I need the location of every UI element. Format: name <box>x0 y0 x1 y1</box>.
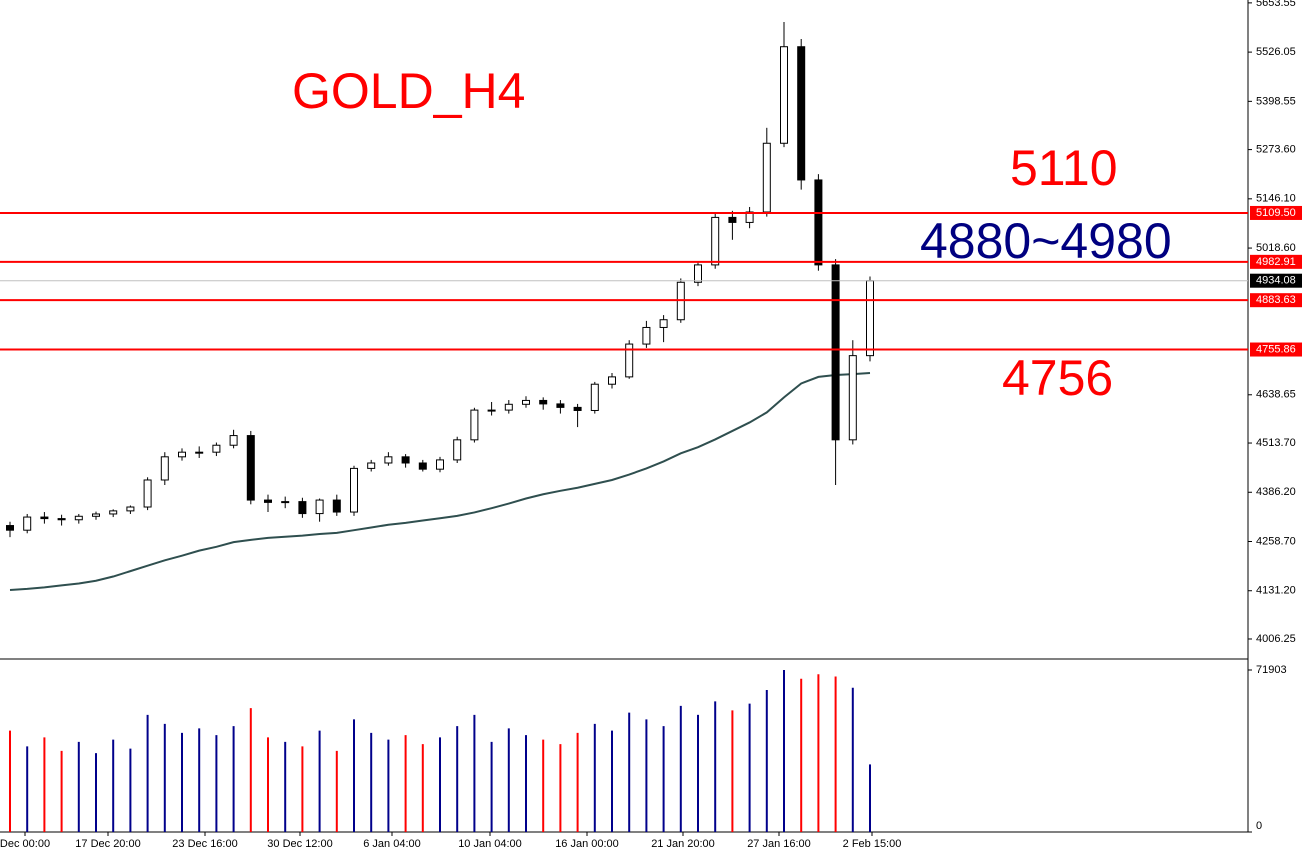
candle-body <box>178 451 186 458</box>
candle-body <box>453 439 462 461</box>
candle-body <box>504 403 513 411</box>
price-label: 5109.50 <box>1256 207 1296 219</box>
x-tick-label: 21 Jan 20:00 <box>651 838 715 850</box>
candle-body <box>23 516 32 531</box>
price-label: 4982.91 <box>1256 256 1296 268</box>
candle-body <box>590 383 599 411</box>
x-tick-label: 30 Dec 12:00 <box>267 838 332 850</box>
candle-body <box>625 343 634 378</box>
chart-title: GOLD_H4 <box>292 63 525 119</box>
candle-body <box>264 499 272 503</box>
annotation: 4756 <box>1002 350 1113 406</box>
candle-body <box>694 264 702 283</box>
candle-body <box>195 451 204 454</box>
y-tick-label: 4638.65 <box>1256 389 1296 401</box>
annotation: 5110 <box>1010 140 1118 196</box>
candle-body <box>281 501 290 504</box>
y-tick-label: 4258.70 <box>1256 535 1296 547</box>
price-label-box <box>1250 342 1302 357</box>
volume-tick-label: 0 <box>1256 820 1262 832</box>
candle-body <box>780 46 788 144</box>
candle-body <box>573 406 582 411</box>
candle-body <box>6 525 14 531</box>
current-price-label: 4934.08 <box>1256 275 1296 287</box>
price-label: 4883.63 <box>1256 294 1296 306</box>
candle-body <box>246 435 255 501</box>
candle-body <box>831 264 840 441</box>
y-tick-label: 4513.70 <box>1256 437 1296 449</box>
price-label-box <box>1250 254 1302 269</box>
price-label-box <box>1250 205 1302 220</box>
candle-body <box>74 515 83 521</box>
candle-body <box>298 501 307 515</box>
x-tick-label: Dec 00:00 <box>0 838 50 850</box>
candle-body <box>384 456 393 464</box>
price-label-box <box>1250 293 1302 308</box>
candle-body <box>522 399 530 405</box>
candle-body <box>470 409 479 441</box>
x-tick-label: 27 Jan 16:00 <box>747 838 811 850</box>
candle-body <box>762 142 771 213</box>
candle-body <box>539 399 548 405</box>
candle-body <box>659 319 668 328</box>
x-tick-label: 17 Dec 20:00 <box>75 838 140 850</box>
candle-body <box>40 516 49 520</box>
candle-body <box>418 462 427 470</box>
candle-body <box>315 499 324 515</box>
x-tick-label: 6 Jan 04:00 <box>363 838 421 850</box>
candle-body <box>160 456 169 481</box>
moving-average <box>9 372 871 592</box>
y-tick-label: 4131.20 <box>1256 585 1296 597</box>
candle-body <box>436 459 444 470</box>
y-tick-label: 5653.55 <box>1256 0 1296 9</box>
candle-body <box>332 499 341 513</box>
candle-body <box>556 403 565 408</box>
y-tick-label: 5018.60 <box>1256 242 1296 254</box>
x-tick-label: 23 Dec 16:00 <box>172 838 237 850</box>
y-tick-label: 4006.25 <box>1256 633 1296 645</box>
candle-body <box>143 479 152 508</box>
candle-body <box>212 444 221 453</box>
price-label: 4755.86 <box>1256 343 1296 355</box>
candle-body <box>797 46 806 181</box>
x-tick-label: 10 Jan 04:00 <box>458 838 522 850</box>
candle-body <box>57 518 66 521</box>
y-tick-label: 5526.05 <box>1256 46 1296 58</box>
candle-body <box>814 179 823 266</box>
y-tick-label: 5398.55 <box>1256 95 1296 107</box>
candle-body <box>126 506 135 512</box>
volume-tick-label: 71903 <box>1256 664 1287 676</box>
y-tick-label: 5146.10 <box>1256 193 1296 205</box>
annotation: 4880~4980 <box>920 213 1172 269</box>
candle-body <box>367 462 376 469</box>
candle-body <box>92 513 100 517</box>
candle-body <box>109 510 118 515</box>
y-tick-label: 4386.20 <box>1256 486 1296 498</box>
x-tick-label: 2 Feb 15:00 <box>843 838 902 850</box>
candle-body <box>642 326 651 345</box>
candle-body <box>350 467 358 513</box>
candle-body <box>608 376 616 385</box>
candle-body <box>866 280 874 357</box>
candle-body <box>229 435 238 446</box>
candle-body <box>728 216 737 223</box>
current-price-box <box>1250 273 1302 288</box>
candle-body <box>848 355 857 441</box>
candle-body <box>401 456 410 464</box>
candle-body <box>711 216 720 266</box>
candle-body <box>487 409 496 412</box>
y-tick-label: 5273.60 <box>1256 144 1296 156</box>
x-tick-label: 16 Jan 00:00 <box>555 838 619 850</box>
